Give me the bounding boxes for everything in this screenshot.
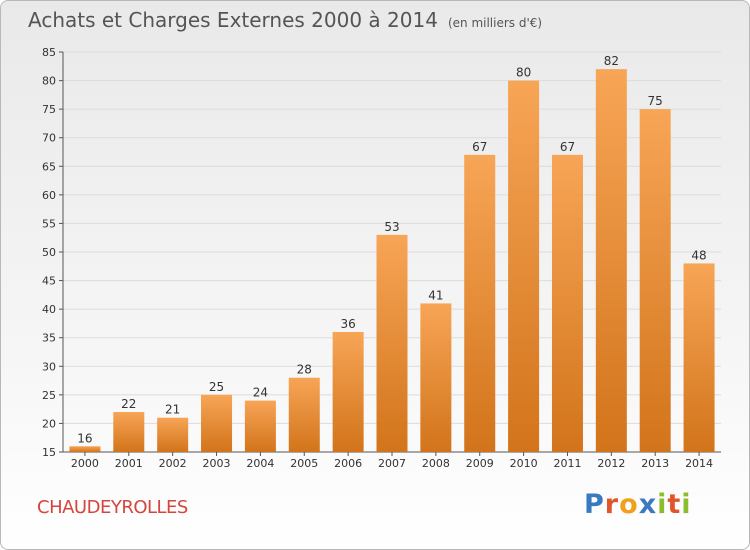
x-tick-label: 2014 — [685, 457, 713, 470]
brand-letter: i — [681, 489, 692, 520]
data-label: 21 — [165, 403, 180, 417]
data-label: 16 — [77, 431, 92, 445]
x-tick-label: 2006 — [334, 457, 362, 470]
bar — [157, 417, 189, 452]
x-tick-label: 2007 — [378, 457, 406, 470]
brand-letter: i — [657, 489, 668, 520]
bar — [244, 400, 276, 452]
y-tick-label: 45 — [42, 275, 56, 288]
data-label: 24 — [253, 386, 268, 400]
y-tick-label: 80 — [42, 75, 56, 88]
x-tick-label: 2001 — [115, 457, 143, 470]
bar — [464, 154, 496, 452]
x-tick-label: 2013 — [641, 457, 669, 470]
x-tick-label: 2002 — [159, 457, 187, 470]
data-label: 53 — [384, 220, 399, 234]
data-label: 22 — [121, 397, 136, 411]
y-tick-label: 25 — [42, 389, 56, 402]
y-tick-label: 35 — [42, 332, 56, 345]
data-label: 28 — [297, 363, 312, 377]
y-tick-label: 85 — [42, 46, 56, 59]
bar — [595, 69, 627, 453]
bar — [551, 154, 583, 452]
y-tick-label: 30 — [42, 360, 56, 373]
bar — [376, 234, 408, 452]
data-label: 80 — [516, 66, 531, 80]
bar — [201, 394, 233, 452]
data-label: 82 — [604, 54, 619, 68]
chart-title: Achats et Charges Externes 2000 à 2014 (e… — [28, 8, 542, 32]
y-tick-label: 40 — [42, 303, 56, 316]
chart-title-text: Achats et Charges Externes 2000 à 2014 — [28, 8, 438, 32]
x-tick-label: 2003 — [203, 457, 231, 470]
data-label: 48 — [691, 248, 706, 262]
brand-letter: P — [584, 489, 605, 520]
x-tick-label: 2011 — [553, 457, 581, 470]
bar — [288, 377, 320, 452]
data-label: 36 — [340, 317, 355, 331]
brand-letter: o — [619, 489, 639, 520]
y-tick-label: 20 — [42, 417, 56, 430]
brand-logo: Proxiti — [584, 489, 692, 520]
y-tick-label: 70 — [42, 132, 56, 145]
x-tick-label: 2009 — [466, 457, 494, 470]
y-tick-label: 55 — [42, 217, 56, 230]
brand-letter: r — [604, 489, 620, 520]
x-tick-label: 2008 — [422, 457, 450, 470]
x-tick-label: 2005 — [290, 457, 318, 470]
brand-letter: t — [667, 489, 682, 520]
x-tick-label: 2012 — [597, 457, 625, 470]
data-label: 67 — [560, 140, 575, 154]
bar — [113, 412, 145, 452]
x-tick-label: 2010 — [510, 457, 538, 470]
unit-note: (en milliers d'€) — [447, 16, 543, 30]
y-tick-label: 75 — [42, 103, 56, 116]
commune-name: CHAUDEYROLLES — [37, 497, 188, 518]
brand-letter: x — [638, 489, 658, 520]
bar — [332, 332, 364, 452]
data-label: 75 — [648, 94, 663, 108]
bar — [683, 263, 715, 452]
data-label: 25 — [209, 380, 224, 394]
y-tick-label: 15 — [42, 446, 56, 459]
data-label: 67 — [472, 140, 487, 154]
bar — [420, 303, 452, 452]
bar — [508, 80, 540, 453]
x-tick-label: 2000 — [71, 457, 99, 470]
y-tick-label: 60 — [42, 189, 56, 202]
x-tick-label: 2004 — [246, 457, 274, 470]
data-label: 41 — [428, 288, 443, 302]
y-tick-label: 65 — [42, 160, 56, 173]
y-tick-label: 50 — [42, 246, 56, 259]
bar — [69, 446, 101, 452]
bar — [639, 109, 671, 453]
